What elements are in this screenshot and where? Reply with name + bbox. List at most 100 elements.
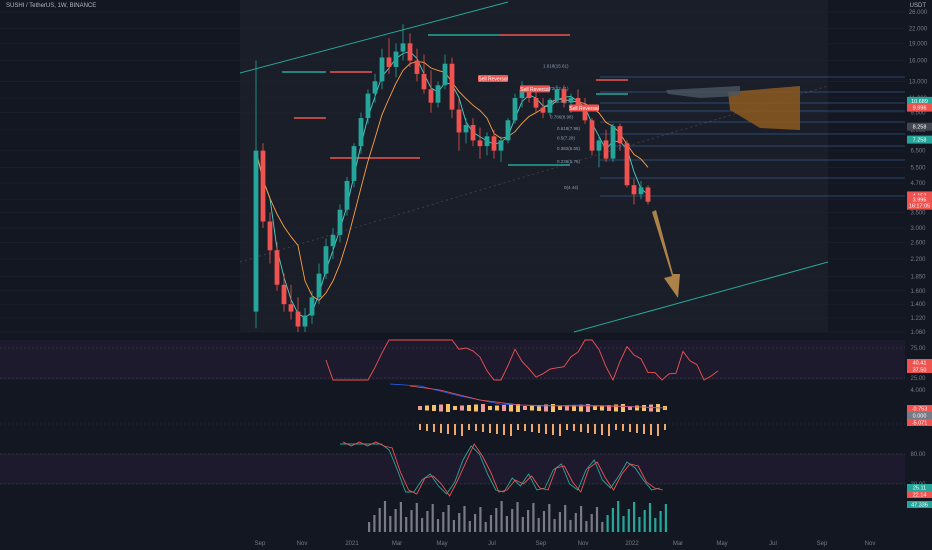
macd-histogram-bar <box>594 424 596 434</box>
candle-body <box>596 140 602 151</box>
candle-body <box>512 98 518 121</box>
candle-body <box>421 73 427 90</box>
price-label-text: 3.996 <box>913 197 927 203</box>
candle-body <box>505 120 511 141</box>
candle-body <box>575 98 581 105</box>
candle-body <box>477 140 483 147</box>
candle-body <box>589 120 595 151</box>
projection-cloud <box>666 86 740 98</box>
macd-histogram-bar <box>474 404 478 412</box>
price-tick-label: 5.500 <box>910 165 926 171</box>
volume-bar <box>569 520 572 532</box>
macd-histogram-bar <box>461 424 463 436</box>
macd-histogram-bar <box>460 405 464 411</box>
price-label-text: 16:17:05 <box>909 204 930 210</box>
candle-body <box>610 126 616 159</box>
stoch-d-line <box>342 441 663 497</box>
macd-histogram-bar <box>628 406 632 410</box>
candle-body <box>519 89 525 99</box>
candle-body <box>295 311 301 327</box>
volume-bar <box>527 510 530 532</box>
fib-level-label: 1.618(15.61) <box>543 64 569 69</box>
price-tick-label: 2.600 <box>910 240 926 246</box>
price-label-badge <box>907 201 932 210</box>
macd-histogram-bar <box>433 424 435 432</box>
price-tick-label: 8.000 <box>910 128 926 134</box>
candle-body <box>456 109 462 133</box>
candle-body <box>470 124 476 141</box>
volume-bar <box>537 518 540 532</box>
macd-histogram-bar <box>489 424 491 433</box>
macd-value-badge <box>907 405 932 412</box>
macd-histogram-bar <box>552 424 554 435</box>
volume-bar <box>595 507 599 532</box>
price-tick-label: 2.200 <box>910 257 926 263</box>
candle-body <box>498 140 504 151</box>
macd-histogram-bar <box>643 424 645 434</box>
volume-bar <box>426 511 429 532</box>
volume-bar <box>564 505 567 532</box>
volume-bar <box>484 522 487 532</box>
volume-bar <box>468 521 471 532</box>
currency-label: USDT <box>909 3 926 9</box>
candle-body <box>491 136 497 151</box>
candle-body <box>302 315 308 327</box>
stoch-k-line <box>340 443 660 495</box>
price-label-badge <box>907 135 932 144</box>
price-tick-label: 26.000 <box>909 10 928 16</box>
price-label-text: 8.258 <box>913 125 927 131</box>
volume-bar <box>511 509 514 532</box>
price-tick-label: 3.000 <box>910 226 926 232</box>
candle-body <box>484 136 490 147</box>
x-tick-label: Sep <box>817 541 828 547</box>
sell-reversal-badge <box>569 104 599 112</box>
rsi-tick-label: 75.00 <box>910 346 926 352</box>
macd-histogram-bar <box>488 406 492 410</box>
volume-bar <box>410 510 413 532</box>
candle-body <box>533 98 539 108</box>
volume-bar <box>399 502 402 532</box>
macd-histogram-bar <box>517 424 519 430</box>
rsi-value-badge <box>907 359 932 366</box>
candle-body <box>554 89 560 100</box>
x-tick-label: May <box>436 541 447 547</box>
volume-bar <box>553 519 556 532</box>
candle-body <box>260 150 266 222</box>
candle-body <box>337 209 343 235</box>
fib-level-label: 1(10.48) <box>550 99 567 104</box>
volume-bar <box>532 503 535 532</box>
price-label-text: 9.996 <box>913 106 927 112</box>
volume-bar <box>590 514 593 532</box>
macd-histogram-bar <box>565 405 569 411</box>
macd-histogram-bar <box>593 406 597 410</box>
candle-body <box>547 99 553 113</box>
candle-body <box>344 180 350 210</box>
macd-histogram-bar <box>432 405 436 411</box>
price-label-badge <box>907 96 932 105</box>
candle-body <box>274 250 280 285</box>
volume-bar <box>436 519 440 532</box>
volume-bar <box>442 512 445 532</box>
volume-bar <box>516 502 519 532</box>
macd-histogram-bar <box>418 406 422 410</box>
macd-histogram-bar <box>446 404 450 412</box>
macd-histogram-bar <box>523 406 527 410</box>
rsi-panel-band <box>0 340 905 380</box>
volume-bar <box>585 521 588 532</box>
candle-body <box>386 57 392 68</box>
macd-histogram-bar <box>649 404 653 412</box>
macd-histogram-bar <box>586 404 590 412</box>
volume-bar <box>659 511 662 532</box>
volume-bar <box>479 507 482 532</box>
macd-histogram-bar <box>608 424 610 436</box>
volume-bar <box>638 517 641 532</box>
macd-histogram-bar <box>447 424 449 434</box>
sell-reversal-badge <box>478 75 508 83</box>
volume-bar <box>633 502 636 532</box>
volume-bar <box>580 506 583 532</box>
macd-value-badge <box>907 419 932 426</box>
x-tick-label: Nov <box>297 541 308 547</box>
macd-histogram-bar <box>467 405 471 411</box>
price-label-text: 10.689 <box>911 99 928 105</box>
